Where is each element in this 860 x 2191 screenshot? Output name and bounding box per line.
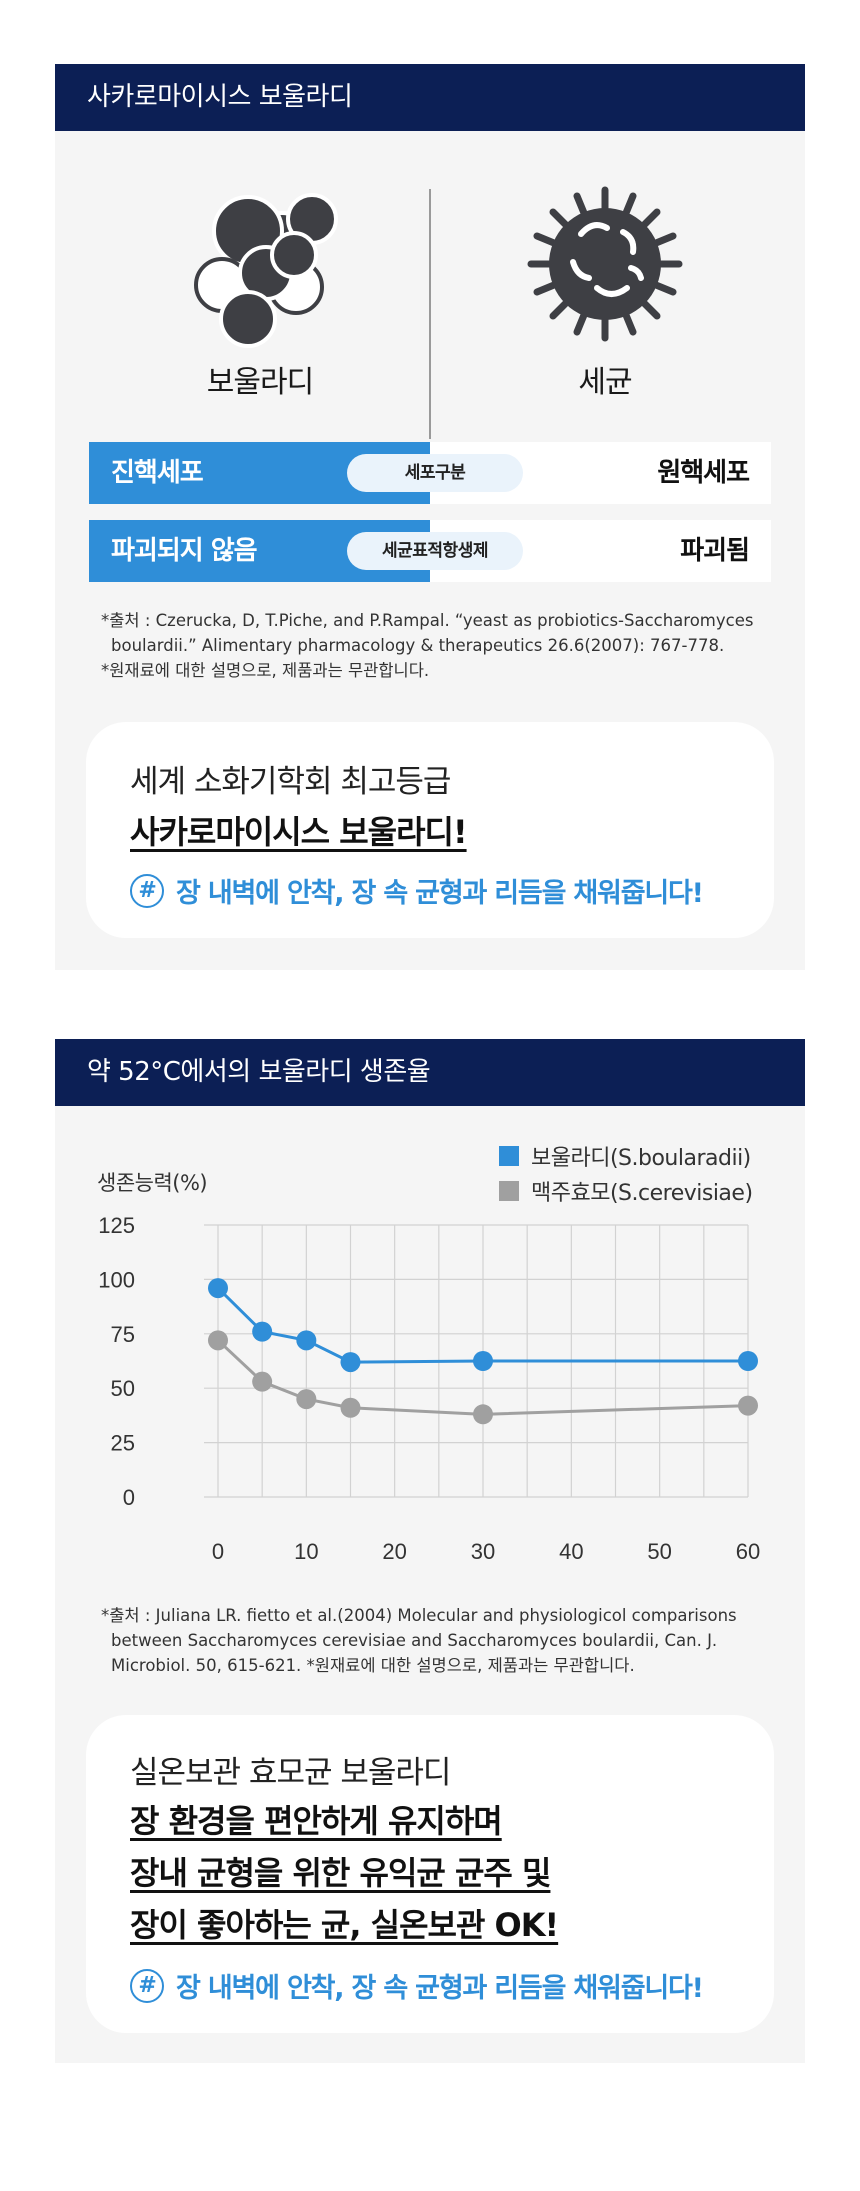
y-tick-label: 125 [98, 1213, 135, 1238]
note-line: *출처 : Czerucka, D, T.Piche, and P.Rampal… [101, 611, 754, 655]
x-tick-label: 20 [382, 1539, 406, 1564]
data-point [473, 1351, 493, 1371]
data-point [296, 1330, 317, 1351]
card-headline: 사카로마이시스 보울라디! [130, 813, 468, 851]
highlight-card: 실온보관 효모균 보울라디 장 환경을 편안하게 유지하며 장내 균형을 위한 … [86, 1715, 774, 2033]
data-point [738, 1395, 758, 1416]
note-line: *출처 : Juliana LR. fietto et al.(2004) Mo… [101, 1606, 737, 1675]
data-point [473, 1404, 493, 1425]
x-tick-label: 0 [212, 1539, 224, 1564]
x-tick-label: 40 [559, 1539, 583, 1564]
yeast-cluster-icon [170, 189, 350, 349]
legend-label: 맥주효모(S.cerevisiae) [531, 1181, 753, 1206]
boulardii-panel: 사카로마이시스 보울라디 [55, 64, 805, 970]
y-tick-label: 50 [111, 1376, 135, 1401]
row-left-value: 파괴되지 않음 [89, 520, 430, 582]
comparison-row: 진핵세포 세포구분 원핵세포 [89, 442, 771, 504]
series-line [216, 1287, 748, 1364]
source-note: *출처 : Czerucka, D, T.Piche, and P.Rampal… [101, 608, 781, 683]
card-headline: 장 환경을 편안하게 유지하며 [130, 1802, 503, 1840]
data-point [208, 1330, 228, 1351]
legend-swatch [499, 1146, 519, 1166]
data-point [208, 1278, 228, 1299]
survival-panel: 약 52°C에서의 보울라디 생존율 보울라디(S.boularadii) 맥주… [55, 1039, 805, 2063]
hash-icon: # [130, 1968, 164, 2003]
data-point [252, 1321, 273, 1342]
legend-label: 보울라디(S.boularadii) [531, 1146, 751, 1171]
row-right-value: 파괴됨 [680, 536, 750, 566]
y-tick-label: 75 [111, 1322, 135, 1347]
card-line: 세계 소화기학회 최고등급 [130, 764, 451, 800]
data-point [738, 1351, 758, 1371]
card-tagline: # 장 내벽에 안착, 장 속 균형과 리듬을 채워줍니다! [130, 1966, 774, 2005]
x-tick-label: 10 [294, 1539, 318, 1564]
hash-icon: # [130, 873, 164, 908]
y-tick-label: 0 [123, 1485, 135, 1510]
y-axis-label: 생존능력(%) [97, 1171, 208, 1195]
data-point [252, 1371, 273, 1392]
comparison-row: 파괴되지 않음 세균표적항생제 파괴됨 [89, 520, 771, 582]
series-line [216, 1339, 749, 1416]
row-right-value: 원핵세포 [657, 458, 750, 488]
card-headline: 장이 좋아하는 균, 실온보관 OK! [130, 1906, 559, 1944]
row-category-pill: 세포구분 [347, 454, 523, 492]
legend-item: 보울라디(S.boularadii) [499, 1140, 751, 1172]
data-point [340, 1352, 361, 1373]
bacteria-icon [525, 184, 685, 344]
data-point [296, 1389, 317, 1410]
tagline-text: 장 내벽에 안착, 장 속 균형과 리듬을 채워줍니다! [176, 878, 704, 909]
x-tick-label: 50 [647, 1539, 671, 1564]
tagline-text: 장 내벽에 안착, 장 속 균형과 리듬을 채워줍니다! [176, 1973, 704, 2004]
y-tick-label: 100 [98, 1267, 135, 1292]
section-title: 사카로마이시스 보울라디 [55, 64, 805, 131]
x-tick-label: 60 [736, 1539, 760, 1564]
card-tagline: # 장 내벽에 안착, 장 속 균형과 리듬을 채워줍니다! [130, 871, 774, 910]
center-divider [429, 189, 431, 439]
card-headline: 장내 균형을 위한 유익균 균주 및 [130, 1854, 551, 1892]
card-line: 실온보관 효모균 보울라디 [130, 1755, 451, 1791]
row-category-pill: 세균표적항생제 [347, 532, 523, 570]
bacteria-caption: 세균 [578, 365, 632, 400]
highlight-card: 세계 소화기학회 최고등급 사카로마이시스 보울라디! # 장 내벽에 안착, … [86, 722, 774, 938]
y-tick-label: 25 [111, 1431, 135, 1456]
legend-swatch [499, 1181, 519, 1201]
survival-line-chart: 0 25 50 75 100 125 0 10 20 30 40 50 60 [98, 1213, 760, 1564]
legend-item: 맥주효모(S.cerevisiae) [499, 1175, 753, 1207]
source-note: *출처 : Juliana LR. fietto et al.(2004) Mo… [101, 1603, 761, 1678]
boulardii-caption: 보울라디 [206, 365, 314, 400]
note-line: *원재료에 대한 설명으로, 제품과는 무관합니다. [101, 661, 430, 680]
x-tick-label: 30 [471, 1539, 495, 1564]
data-point [340, 1397, 361, 1418]
section-title: 약 52°C에서의 보울라디 생존율 [55, 1039, 805, 1106]
